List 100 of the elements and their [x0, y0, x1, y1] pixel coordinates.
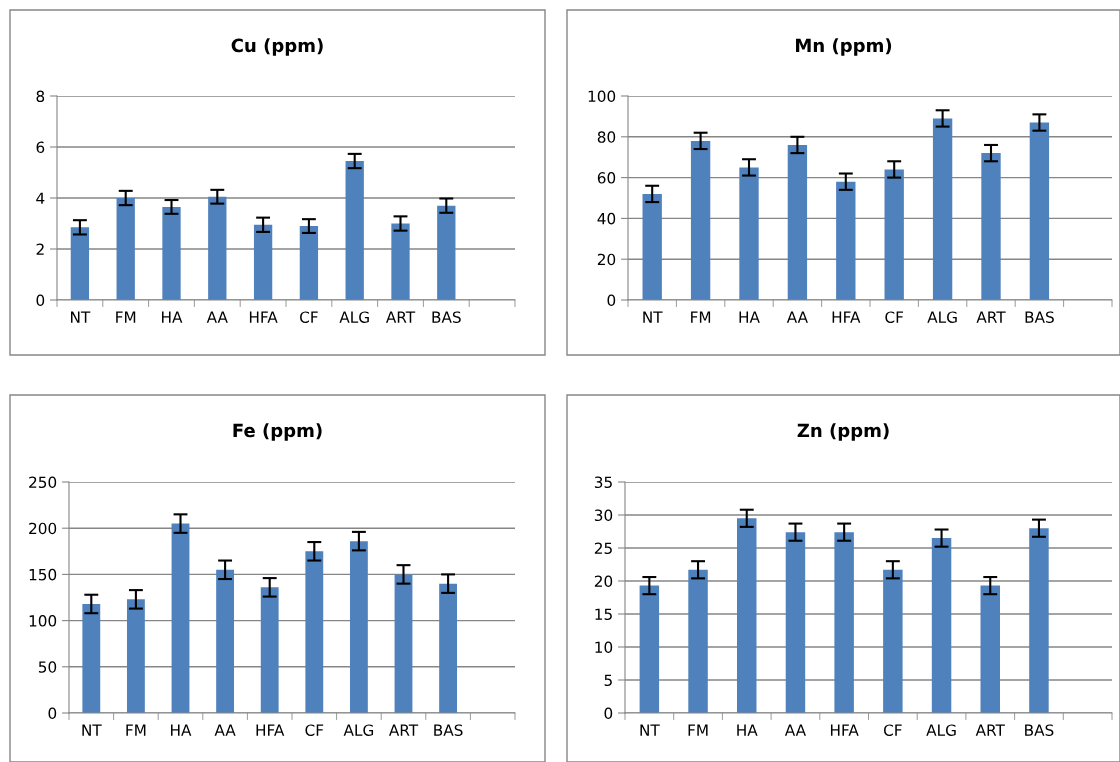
bar — [391, 223, 410, 300]
y-tick-label: 30 — [594, 509, 613, 522]
chart-title: Mn (ppm) — [796, 38, 892, 56]
x-tick-label: CF — [883, 724, 902, 736]
x-tick-label: ALG — [926, 724, 956, 736]
y-tick-label: 100 — [588, 90, 616, 103]
chart-title: Fe (ppm) — [233, 423, 322, 441]
x-tick-label: AA — [786, 311, 808, 323]
x-tick-label: HA — [162, 311, 183, 323]
bar — [785, 532, 806, 713]
y-tick-label: 20 — [597, 253, 616, 266]
bar — [884, 169, 904, 300]
y-tick-label: 6 — [36, 141, 45, 154]
bar — [642, 193, 662, 300]
bar — [216, 569, 235, 713]
y-tick-label: 15 — [595, 608, 612, 621]
x-tick-label: HA — [737, 724, 758, 736]
y-tick-label: 100 — [29, 615, 57, 627]
bar — [1029, 122, 1050, 300]
x-tick-label: ART — [975, 724, 1005, 736]
bar — [931, 538, 952, 713]
x-tick-label: AA — [206, 311, 228, 323]
bar — [299, 226, 319, 300]
y-tick-label: 0 — [604, 707, 613, 720]
bar — [162, 206, 181, 300]
x-tick-label: NT — [71, 311, 91, 323]
x-tick-label: AA — [784, 724, 806, 736]
x-tick-label: CF — [305, 724, 324, 736]
bar — [836, 181, 856, 300]
x-tick-label: HFA — [830, 724, 859, 736]
bar — [883, 569, 903, 713]
bar — [116, 198, 135, 300]
x-tick-label: ALG — [927, 311, 957, 323]
bar — [126, 599, 145, 713]
bar — [981, 153, 1001, 300]
bar — [690, 140, 711, 300]
y-tick-label: 8 — [36, 90, 45, 103]
x-tick-label: NT — [640, 724, 660, 736]
bar — [439, 583, 458, 713]
y-tick-label: 35 — [594, 476, 612, 489]
y-tick-label: 150 — [29, 568, 57, 581]
x-tick-label: NT — [82, 724, 102, 736]
bar — [260, 587, 279, 713]
x-tick-label: AA — [214, 724, 236, 736]
bar — [305, 551, 324, 713]
y-tick-label: 0 — [36, 294, 45, 307]
bar — [1029, 528, 1049, 713]
y-tick-label: 20 — [594, 575, 613, 588]
bar — [253, 224, 273, 300]
bar — [980, 585, 1000, 713]
bar — [437, 205, 456, 300]
y-tick-label: 250 — [29, 476, 57, 489]
bar — [787, 144, 808, 300]
x-tick-label: HFA — [249, 311, 278, 323]
x-tick-label: ART — [388, 724, 419, 736]
y-tick-label: 5 — [604, 674, 612, 687]
bar — [349, 541, 368, 713]
bar — [932, 118, 953, 300]
x-tick-label: BAS — [1025, 311, 1054, 323]
y-tick-label: 0 — [607, 294, 616, 307]
y-tick-label: 50 — [38, 661, 57, 673]
bar — [70, 227, 90, 300]
x-tick-label: ART — [385, 311, 416, 323]
bar — [688, 569, 708, 713]
x-tick-label: BAS — [1025, 724, 1054, 736]
y-tick-label: 40 — [597, 212, 616, 225]
bar — [739, 167, 759, 300]
chart-title: Zn (ppm) — [797, 423, 889, 441]
x-tick-label: CF — [300, 311, 318, 323]
bar — [208, 196, 227, 300]
x-tick-label: FM — [691, 311, 711, 323]
x-tick-label: HFA — [832, 311, 861, 323]
x-tick-label: BAS — [432, 311, 461, 323]
chart-title: Cu (ppm) — [231, 38, 323, 56]
x-tick-label: BAS — [434, 724, 463, 736]
y-tick-label: 200 — [29, 522, 57, 535]
bar — [737, 518, 757, 713]
x-tick-label: ALG — [343, 724, 374, 736]
bar — [639, 585, 660, 713]
x-tick-label: HFA — [256, 724, 285, 736]
y-tick-label: 80 — [597, 131, 616, 143]
x-tick-label: ART — [976, 311, 1006, 323]
x-tick-label: ALG — [339, 311, 369, 323]
bar — [394, 574, 413, 713]
y-tick-label: 25 — [594, 542, 612, 555]
x-tick-label: FM — [126, 724, 146, 736]
y-tick-label: 0 — [48, 707, 57, 720]
y-tick-label: 10 — [595, 641, 613, 654]
y-tick-label: 4 — [36, 192, 45, 204]
x-tick-label: NT — [643, 311, 663, 323]
x-tick-label: HA — [739, 311, 760, 323]
x-tick-label: FM — [116, 311, 136, 323]
x-tick-label: FM — [688, 724, 708, 736]
bar — [834, 532, 854, 713]
y-tick-label: 60 — [597, 172, 616, 184]
y-tick-label: 2 — [36, 243, 44, 255]
bar — [171, 523, 190, 713]
x-tick-label: HA — [171, 724, 192, 736]
bar — [345, 161, 364, 300]
bar — [82, 603, 101, 713]
